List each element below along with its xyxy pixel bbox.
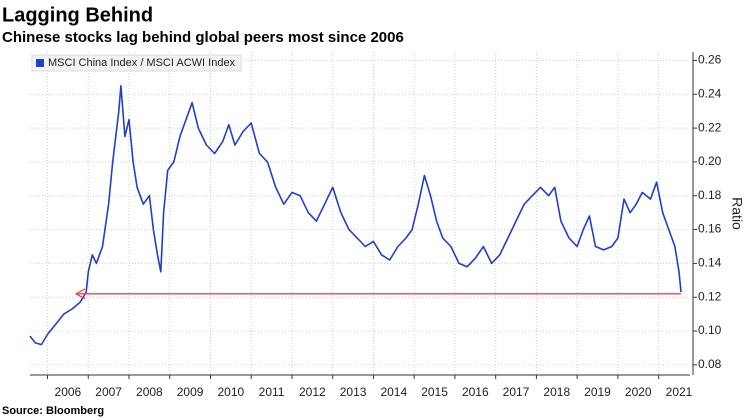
x-tick-label: 2007 <box>95 385 122 399</box>
x-tick-label: 2008 <box>136 385 163 399</box>
x-tick-label: 2013 <box>340 385 367 399</box>
arrow-head <box>74 288 86 300</box>
legend-box <box>31 54 242 72</box>
x-tick-label: 2020 <box>625 385 652 399</box>
x-tick-label: 2018 <box>543 385 570 399</box>
x-tick-label: 2019 <box>584 385 611 399</box>
y-tick-label: 0.16 <box>698 222 722 236</box>
chart-title: Lagging Behind <box>2 4 153 26</box>
y-tick-label: 0.18 <box>698 188 722 202</box>
y-tick-label: 0.26 <box>698 53 722 67</box>
x-tick-label: 2017 <box>503 385 530 399</box>
y-tick-label: 0.08 <box>698 357 722 371</box>
legend-label: MSCI China Index / MSCI ACWI Index <box>48 57 236 69</box>
x-tick-label: 2016 <box>462 385 489 399</box>
x-tick-label: 2010 <box>218 385 245 399</box>
y-tick-label: 0.24 <box>698 86 722 100</box>
x-tick-label: 2009 <box>177 385 204 399</box>
y-tick-label: 0.22 <box>698 120 722 134</box>
chart-subtitle: Chinese stocks lag behind global peers m… <box>2 29 404 46</box>
y-tick-label: 0.10 <box>698 323 722 337</box>
source: Source: Bloomberg <box>2 405 104 417</box>
x-tick-label: 2014 <box>380 385 407 399</box>
data-line <box>29 85 682 346</box>
x-tick-label: 2006 <box>55 385 82 399</box>
y-axis-label: Ratio <box>729 197 745 230</box>
y-tick-label: 0.20 <box>698 154 722 168</box>
x-tick-label: 2021 <box>666 385 693 399</box>
x-tick-label: 2012 <box>299 385 326 399</box>
y-tick-label: 0.14 <box>698 256 722 270</box>
y-tick-label: 0.12 <box>698 289 722 303</box>
x-tick-label: 2015 <box>421 385 448 399</box>
x-tick-label: 2011 <box>259 385 285 399</box>
legend-swatch <box>36 59 44 67</box>
